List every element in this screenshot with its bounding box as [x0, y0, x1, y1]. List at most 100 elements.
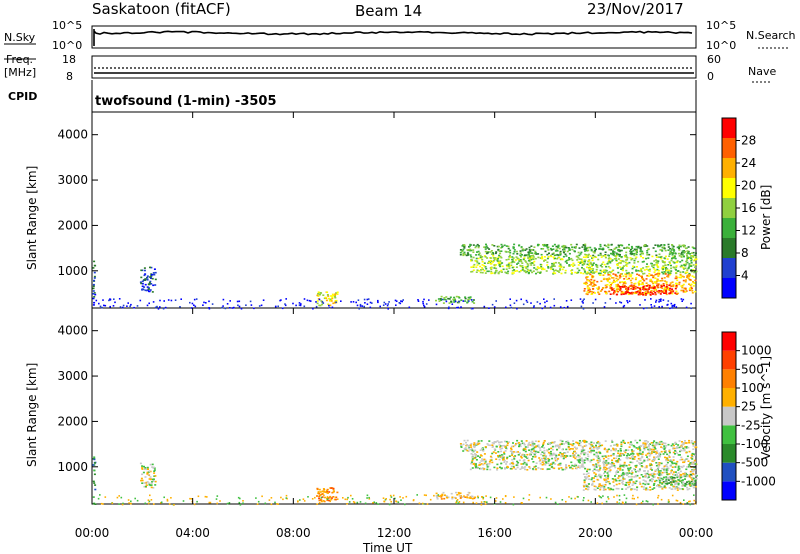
power-panel-cell	[673, 256, 676, 258]
velocity-panel-cell	[541, 457, 543, 460]
velocity-panel-cell	[605, 456, 608, 458]
velocity-panel-cell	[435, 495, 438, 497]
velocity-panel-cell	[587, 450, 590, 453]
power-panel-cell	[681, 284, 684, 287]
velocity-panel-cell	[599, 444, 602, 447]
velocity-panel-cell	[503, 440, 506, 443]
velocity-panel-cell	[602, 457, 605, 460]
velocity-panel-cell	[688, 484, 691, 486]
power-panel-cell	[551, 245, 554, 247]
velocity-panel-cell	[471, 497, 474, 500]
power-panel-cell	[689, 284, 692, 286]
power-panel-cell	[656, 285, 659, 288]
velocity-panel-cell	[626, 457, 629, 460]
velocity-panel-cell	[631, 471, 634, 474]
power-panel-dot	[582, 308, 585, 310]
velocity-panel-cell	[565, 454, 567, 457]
power-panel-cell	[141, 285, 144, 288]
velocity-panel-dot	[206, 496, 208, 498]
power-panel-cell	[531, 262, 534, 264]
power-panel-cell	[672, 248, 675, 251]
power-panel-cell	[617, 258, 620, 260]
velocity-panel-cell	[550, 453, 553, 455]
velocity-panel-cell	[545, 455, 548, 457]
power-panel-cell	[602, 269, 605, 271]
velocity-panel-cell	[658, 479, 661, 482]
velocity-panel-cell	[495, 458, 498, 460]
velocity-panel-dot	[150, 499, 153, 501]
power-panel-cell	[683, 251, 686, 254]
power-panel-cell	[672, 245, 675, 248]
velocity-panel-cell	[554, 463, 557, 465]
velocity-panel-cell	[651, 469, 653, 471]
velocity-panel-cell	[635, 464, 638, 467]
power-panel-dot	[642, 307, 645, 310]
velocity-panel-cell	[568, 448, 571, 451]
power-panel-cell	[633, 266, 636, 268]
velocity-panel-cell	[687, 480, 690, 483]
velocity-panel-dot	[382, 497, 385, 499]
power-panel-cell	[490, 270, 493, 273]
velocity-panel-cell	[669, 465, 672, 467]
power-panel-dot	[238, 305, 241, 308]
velocity-panel-cell	[617, 452, 620, 455]
velocity-panel-cell	[694, 486, 697, 488]
velocity-panel-dot	[482, 496, 485, 499]
velocity-panel-cell	[645, 454, 648, 456]
power-panel-cell	[604, 290, 607, 293]
power-panel-cell	[665, 293, 668, 296]
power-panel-dot	[581, 300, 584, 303]
power-panel-cell	[449, 296, 452, 299]
velocity-panel-cell	[573, 450, 576, 453]
velocity-panel-cell	[686, 475, 689, 478]
power-panel-cell	[638, 274, 641, 276]
power-panel-dot	[193, 304, 195, 306]
power-panel-cell	[687, 246, 690, 248]
velocity-panel-cell	[654, 469, 657, 472]
power-panel-cell	[148, 281, 151, 284]
power-panel-cell	[559, 268, 562, 270]
power-panel-cell	[657, 284, 660, 287]
cbar-tick-label: 8	[741, 246, 749, 260]
power-panel-dot	[515, 299, 518, 302]
power-panel-cell	[511, 272, 514, 274]
velocity-panel-cell	[622, 473, 625, 475]
velocity-panel-cell	[520, 440, 523, 442]
velocity-panel-cell	[148, 483, 151, 486]
velocity-panel-cell	[471, 458, 474, 460]
velocity-panel-cell	[640, 462, 643, 464]
velocity-panel-cell	[683, 473, 686, 475]
cbar-swatch	[722, 425, 736, 444]
power-panel-cell	[557, 245, 560, 248]
power-panel-cell	[680, 289, 683, 292]
power-panel-cell	[641, 250, 644, 253]
power-panel-dot	[690, 302, 692, 305]
power-panel-cell	[586, 285, 589, 287]
power-panel-cell	[634, 257, 637, 260]
velocity-panel-cell	[619, 452, 622, 455]
velocity-panel-cell	[593, 468, 596, 471]
velocity-panel-cell	[475, 463, 477, 465]
velocity-panel-cell	[676, 475, 679, 477]
power-panel-dot	[394, 299, 397, 302]
velocity-panel-cell	[657, 462, 659, 464]
velocity-panel-cell	[513, 458, 516, 460]
power-panel-cell	[678, 247, 680, 250]
velocity-panel-cell	[669, 460, 672, 462]
power-panel-cell	[142, 288, 145, 291]
power-panel-cell	[646, 250, 649, 252]
power-panel-cell	[599, 252, 602, 255]
velocity-panel-cell	[665, 476, 668, 478]
power-panel-cell	[518, 260, 521, 262]
power-panel-cell	[542, 244, 544, 246]
velocity-panel-dot	[676, 500, 679, 502]
velocity-panel-cell	[542, 463, 545, 465]
power-panel-dot	[650, 304, 652, 306]
velocity-panel-cell	[642, 482, 645, 485]
velocity-panel-cell	[682, 479, 684, 481]
power-panel-cell	[689, 278, 692, 281]
velocity-panel-cell	[634, 474, 637, 477]
power-panel-cell	[669, 292, 672, 295]
power-panel-cell	[575, 255, 578, 258]
power-panel-cell	[489, 259, 492, 262]
